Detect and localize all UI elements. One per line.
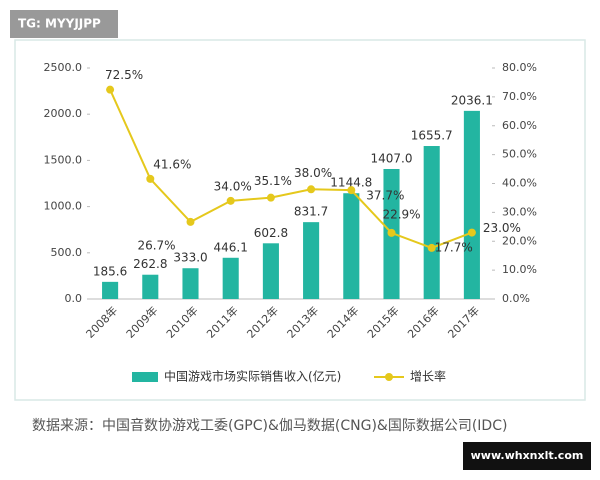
legend-swatch <box>385 373 393 381</box>
y-tick-label: 1000.0 <box>44 200 83 213</box>
data-label: 2036.1 <box>451 93 493 107</box>
marker <box>347 186 356 195</box>
marker <box>467 228 476 237</box>
data-label: 41.6% <box>153 157 191 171</box>
y2-tick-label: 70.0% <box>502 90 537 103</box>
legend-swatch <box>132 372 158 382</box>
marker <box>266 193 275 202</box>
data-label: 26.7% <box>137 238 175 252</box>
y-tick-label: 1500.0 <box>44 153 83 166</box>
data-label: 185.6 <box>93 264 127 278</box>
marker <box>106 85 115 94</box>
watermark: www.whxnxlt.com <box>471 449 584 462</box>
marker <box>226 196 235 205</box>
data-label: 35.1% <box>254 174 292 188</box>
data-label: 446.1 <box>214 240 248 254</box>
marker <box>146 174 155 183</box>
marker <box>427 243 436 252</box>
y2-tick-label: 60.0% <box>502 119 537 132</box>
data-label: 831.7 <box>294 205 328 219</box>
bar <box>463 110 480 300</box>
y2-tick-label: 50.0% <box>502 148 537 161</box>
bar <box>303 222 320 299</box>
data-label: 333.0 <box>173 251 207 265</box>
bar <box>102 281 119 299</box>
data-label: 17.7% <box>435 240 473 254</box>
data-label: 262.8 <box>133 257 167 271</box>
y2-tick-label: 10.0% <box>502 263 537 276</box>
watermark-box <box>10 10 118 38</box>
data-label: 34.0% <box>214 179 252 193</box>
data-label: 1407.0 <box>371 151 413 165</box>
y2-tick-label: 40.0% <box>502 177 537 190</box>
data-label: 23.0% <box>483 221 521 235</box>
data-label: 38.0% <box>294 166 332 180</box>
y-tick-label: 500.0 <box>51 246 83 259</box>
bar <box>142 274 159 299</box>
bar <box>262 243 279 299</box>
marker <box>307 185 316 194</box>
chart-frame <box>14 39 586 401</box>
y2-tick-label: 0.0% <box>502 292 530 305</box>
y2-tick-label: 20.0% <box>502 234 537 247</box>
y2-tick-label: 30.0% <box>502 205 537 218</box>
legend-label: 增长率 <box>410 369 446 384</box>
watermark-box <box>463 442 591 470</box>
data-label: 22.9% <box>382 207 420 221</box>
y-tick-label: 2500.0 <box>44 61 83 74</box>
data-label: 72.5% <box>105 68 143 82</box>
data-label: 1144.8 <box>330 176 372 190</box>
bar <box>222 257 239 299</box>
bar <box>423 146 440 299</box>
legend-label: 中国游戏市场实际销售收入(亿元) <box>164 369 341 384</box>
y-tick-label: 2000.0 <box>44 107 83 120</box>
data-label: 602.8 <box>254 226 288 240</box>
marker <box>186 217 195 226</box>
bar <box>182 268 199 299</box>
watermark: TG: MYYJJPP <box>18 17 101 31</box>
line <box>109 89 473 249</box>
bar <box>343 193 360 299</box>
data-label: 37.7% <box>366 189 404 203</box>
y2-tick-label: 80.0% <box>502 61 537 74</box>
source: 数据来源：中国音数协游戏工委(GPC)&伽马数据(CNG)&国际数据公司(IDC… <box>32 417 507 434</box>
marker <box>387 228 396 237</box>
y-tick-label: 0.0 <box>65 292 83 305</box>
data-label: 1655.7 <box>411 129 453 143</box>
